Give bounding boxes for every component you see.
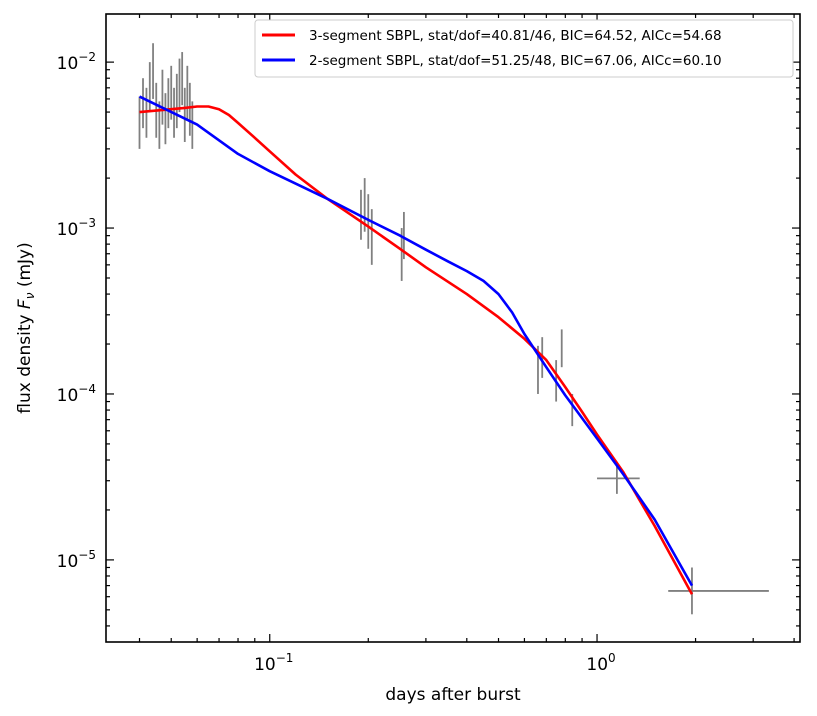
legend: 3-segment SBPL, stat/dof=40.81/46, BIC=6… — [254, 19, 794, 78]
series-layer — [138, 95, 694, 595]
y-axis-label-subscript: ν — [23, 292, 37, 299]
tick-labels-layer: 10−1 100 10−5 10−4 10−3 10−2 — [57, 50, 616, 675]
data-points-layer — [138, 43, 769, 615]
series-line-red — [139, 105, 694, 595]
y-tick-label: 10−4 — [57, 382, 96, 406]
y-tick-label: 10−5 — [57, 548, 96, 572]
legend-box — [254, 19, 794, 78]
y-axis-label-unit: (mJy) — [15, 242, 35, 287]
y-tick-label: 10−3 — [57, 216, 96, 240]
y-axis-label-symbol: F — [15, 299, 35, 309]
series-line-blue — [138, 95, 694, 587]
y-axis-label: flux density Fν (mJy) — [15, 242, 37, 413]
x-axis-label: days after burst — [385, 685, 521, 705]
x-tick-label: 10−1 — [254, 651, 293, 675]
x-tick-label: 100 — [586, 651, 615, 675]
ticks-layer — [106, 14, 800, 642]
legend-label-2-segment: 2-segment SBPL, stat/dof=51.25/48, BIC=6… — [309, 53, 722, 69]
y-tick-label: 10−2 — [57, 50, 96, 74]
y-axis-label-text: flux density — [15, 314, 35, 413]
plot-frame — [105, 13, 801, 643]
legend-label-3-segment: 3-segment SBPL, stat/dof=40.81/46, BIC=6… — [309, 28, 722, 44]
